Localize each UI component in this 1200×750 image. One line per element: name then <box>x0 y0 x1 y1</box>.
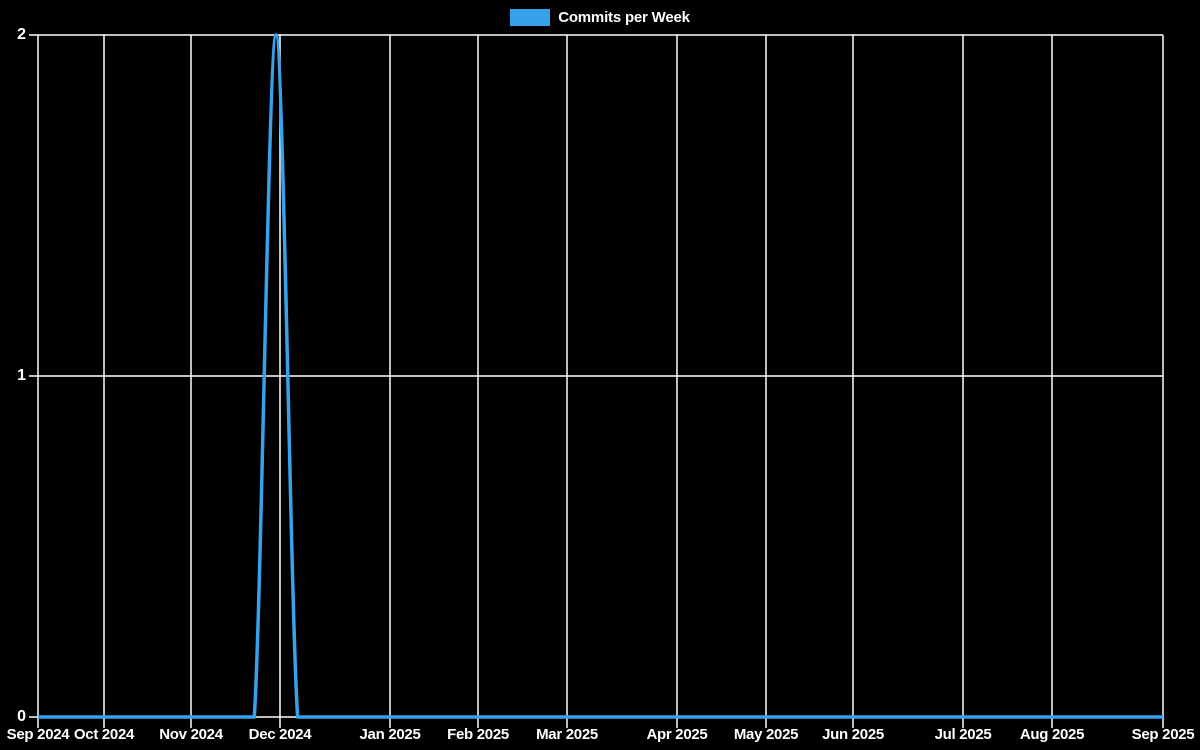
y-tick-label: 1 <box>17 367 26 384</box>
y-tick-label: 2 <box>17 26 26 43</box>
x-tick-label: Dec 2024 <box>248 726 312 743</box>
x-tick-label: Aug 2025 <box>1019 726 1085 743</box>
legend-label: Commits per Week <box>558 8 690 26</box>
x-tick-label: Jan 2025 <box>359 726 421 743</box>
x-tick-label: Nov 2024 <box>159 726 223 743</box>
x-tick-label: Feb 2025 <box>447 726 509 743</box>
x-tick-label: Sep 2025 <box>1131 726 1195 743</box>
x-tick-label: Jul 2025 <box>934 726 992 743</box>
x-tick-label: Apr 2025 <box>646 726 708 743</box>
x-tick-label: May 2025 <box>733 726 799 743</box>
y-tick-label: 0 <box>17 708 26 725</box>
x-tick-label: Jun 2025 <box>822 726 884 743</box>
legend-item-commits[interactable]: Commits per Week <box>0 0 1200 34</box>
x-tick-label: Mar 2025 <box>536 726 598 743</box>
legend-swatch-icon <box>510 8 551 26</box>
commits-line-series <box>37 33 1163 719</box>
x-tick-label: Sep 2024 <box>6 726 70 743</box>
x-tick-label: Oct 2024 <box>73 726 135 743</box>
